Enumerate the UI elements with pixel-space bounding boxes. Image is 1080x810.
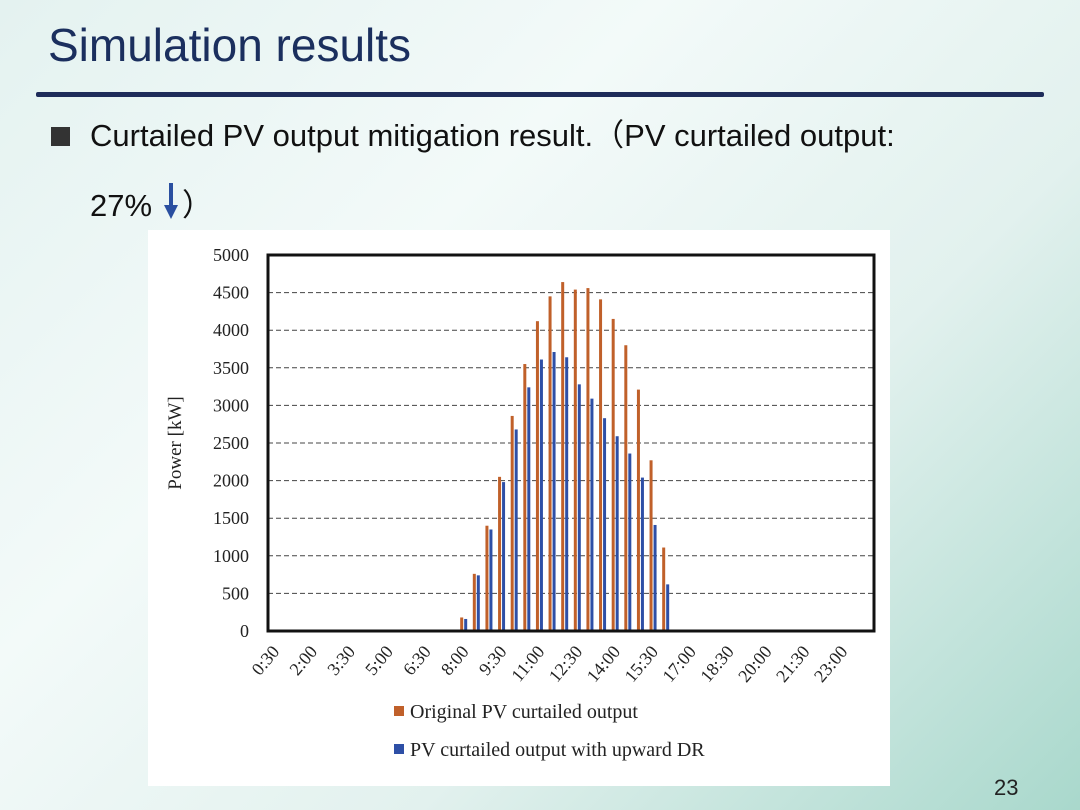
- legend-label: Original PV curtailed output: [410, 701, 638, 723]
- x-tick-label: 5:00: [361, 642, 397, 679]
- bar-dr: [552, 352, 556, 631]
- x-tick-label: 2:00: [285, 642, 321, 679]
- down-arrow-icon: [164, 183, 179, 227]
- x-tick-label: 6:30: [399, 642, 435, 679]
- bar-original: [535, 321, 539, 631]
- bar-dr: [565, 357, 569, 631]
- x-tick-label: 12:30: [545, 642, 587, 686]
- bar-original: [636, 389, 640, 631]
- bar-dr: [464, 618, 468, 631]
- bar-original: [548, 296, 552, 631]
- y-tick-label: 2000: [213, 471, 249, 491]
- bar-dr: [590, 398, 594, 631]
- bar-original: [599, 299, 603, 631]
- page-number: 23: [994, 775, 1019, 800]
- y-tick-label: 0: [240, 621, 249, 641]
- x-tick-label: 18:30: [696, 642, 738, 686]
- bar-dr: [628, 453, 632, 631]
- bullet-text-continued: 27% ）: [90, 183, 213, 227]
- bar-original: [573, 289, 577, 631]
- x-tick-label: 0:30: [247, 642, 283, 679]
- bar-dr: [489, 529, 493, 631]
- x-tick-label: 14:00: [583, 642, 625, 686]
- bar-dr: [615, 436, 619, 631]
- y-tick-label: 4000: [213, 320, 249, 340]
- bar-dr: [527, 387, 531, 631]
- bar-dr: [603, 418, 607, 631]
- title-underline: [36, 92, 1044, 97]
- y-tick-label: 3000: [213, 395, 249, 415]
- chart-panel: 0 500 1000 1500 2000 2500 3000 3500 4000 4500 5000…: [148, 230, 890, 786]
- bar-original: [498, 476, 502, 631]
- x-tick-label: 21:30: [772, 642, 814, 686]
- curtailed-output-chart: 0 500 1000 1500 2000 2500 3000 3500 4000 4500 5000…: [165, 245, 876, 761]
- bar-original: [662, 547, 666, 631]
- bar-original: [510, 415, 514, 631]
- curtailed-percentage: 27%: [90, 187, 153, 223]
- closing-paren: ）: [182, 187, 214, 223]
- y-tick-label: 3500: [213, 358, 249, 378]
- x-tick-label: 20:00: [734, 642, 776, 686]
- bar-dr: [577, 384, 581, 631]
- bar-original: [485, 525, 489, 631]
- x-tick-label: 23:00: [810, 642, 852, 686]
- y-tick-label: 1500: [213, 508, 249, 528]
- y-tick-label: 5000: [213, 245, 249, 265]
- x-tick-label: 11:00: [507, 642, 548, 686]
- legend-swatch: [394, 706, 404, 716]
- slide-title: Simulation results: [48, 19, 412, 71]
- x-tick-label: 15:30: [620, 642, 662, 686]
- bar-dr: [514, 429, 518, 631]
- x-tick-label: 9:30: [475, 642, 511, 679]
- bar-original: [561, 282, 565, 631]
- bullet-square-icon: [51, 127, 70, 146]
- bar-dr: [653, 524, 657, 631]
- y-tick-label: 2500: [213, 433, 249, 453]
- x-tick-label: 3:30: [323, 642, 359, 679]
- bar-original: [624, 345, 628, 631]
- bar-original: [649, 460, 653, 631]
- plot-frame: [266, 253, 876, 633]
- bar-dr: [502, 482, 506, 631]
- bar-original: [460, 617, 464, 631]
- x-tick-label: 17:00: [658, 642, 700, 686]
- bar-dr: [666, 584, 670, 631]
- y-tick-label: 4500: [213, 283, 249, 303]
- bullet-text: Curtailed PV output mitigation result.（P…: [90, 118, 895, 153]
- y-tick-label: 500: [222, 583, 249, 603]
- x-tick-label: 8:00: [437, 642, 473, 679]
- bar-original: [523, 364, 527, 631]
- bar-original: [586, 288, 590, 631]
- bar-original: [472, 573, 476, 631]
- y-axis-label: Power [kW]: [165, 396, 186, 489]
- legend-swatch: [394, 744, 404, 754]
- bar-dr: [640, 477, 644, 631]
- bar-original: [611, 318, 615, 631]
- bar-dr: [476, 575, 480, 631]
- bar-dr: [539, 359, 543, 631]
- y-tick-label: 1000: [213, 546, 249, 566]
- legend-label: PV curtailed output with upward DR: [410, 739, 705, 761]
